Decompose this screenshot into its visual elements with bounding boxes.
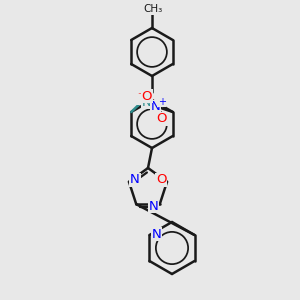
Text: H: H	[134, 94, 143, 104]
Text: ⁻: ⁻	[137, 91, 143, 101]
Text: N: N	[130, 173, 140, 186]
Text: N: N	[152, 227, 161, 241]
Text: +: +	[158, 97, 166, 107]
Text: N: N	[142, 95, 152, 109]
Text: N: N	[151, 100, 161, 113]
Text: CH₃: CH₃	[143, 4, 163, 14]
Text: O: O	[157, 112, 167, 125]
Text: O: O	[142, 89, 152, 103]
Text: O: O	[156, 173, 166, 186]
Text: N: N	[149, 200, 159, 213]
